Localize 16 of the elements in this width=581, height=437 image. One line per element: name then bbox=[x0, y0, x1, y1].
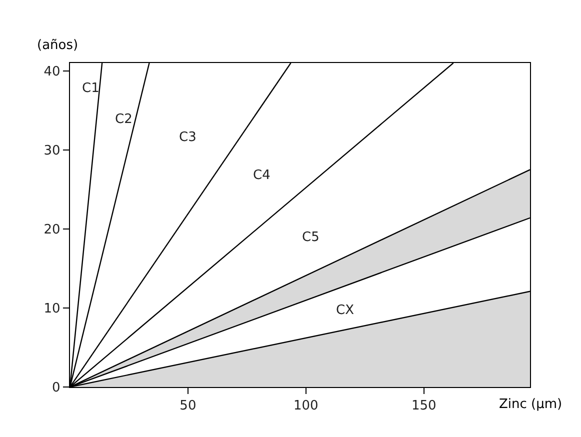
x-axis-title: Zinc (µm) bbox=[499, 397, 562, 412]
annotation: C3 bbox=[179, 130, 196, 145]
y-tick-label: 0 bbox=[52, 380, 60, 396]
y-tick-label: 10 bbox=[44, 302, 60, 317]
annotation: CX bbox=[336, 303, 354, 318]
annotation: C2 bbox=[115, 112, 132, 127]
x-tick-label: 150 bbox=[411, 398, 436, 414]
y-tick-label: 30 bbox=[44, 143, 60, 158]
y-axis-title: (años) bbox=[37, 38, 78, 53]
y-tick-label: 40 bbox=[44, 64, 60, 80]
annotation: C1 bbox=[82, 81, 100, 96]
x-tick-label: 100 bbox=[293, 398, 318, 414]
y-tick-label: 20 bbox=[44, 222, 60, 238]
annotation: C5 bbox=[302, 230, 320, 245]
annotation: C4 bbox=[253, 168, 270, 183]
x-tick-label: 50 bbox=[180, 398, 196, 414]
